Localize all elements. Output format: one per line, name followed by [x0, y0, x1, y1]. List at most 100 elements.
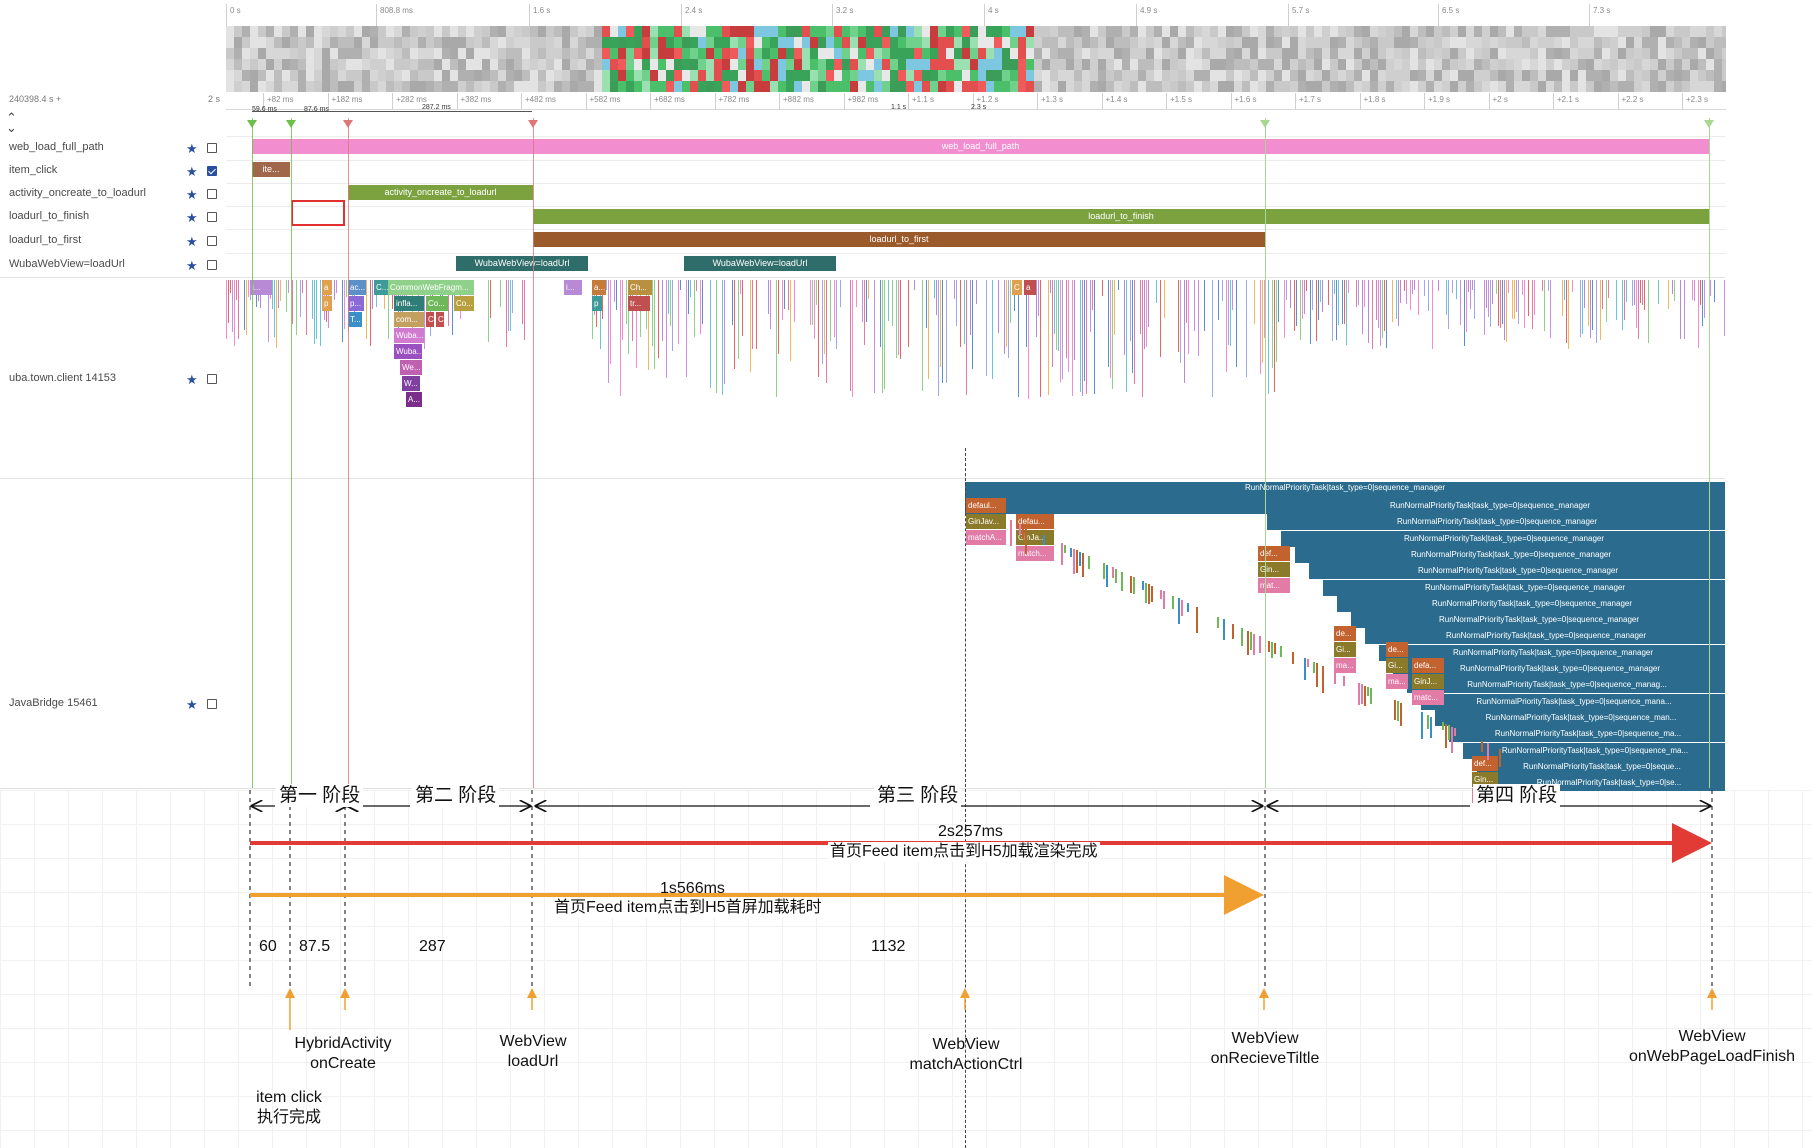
trace-slice[interactable] — [1344, 280, 1345, 324]
trace-slice[interactable] — [1080, 280, 1081, 392]
track-checkbox[interactable] — [207, 166, 217, 176]
trace-slice[interactable] — [1343, 676, 1345, 686]
trace-slice[interactable] — [1228, 280, 1229, 345]
trace-slice[interactable]: com... — [394, 312, 424, 327]
trace-slice[interactable] — [790, 280, 791, 361]
trace-slice[interactable] — [1073, 549, 1075, 574]
trace-slice[interactable] — [1050, 280, 1051, 293]
trace-slice[interactable] — [814, 280, 815, 339]
trace-slice[interactable] — [896, 280, 897, 358]
trace-slice[interactable] — [866, 280, 867, 322]
trace-slice[interactable] — [936, 280, 937, 315]
trace-slice[interactable] — [616, 280, 617, 310]
trace-slice[interactable] — [1700, 280, 1701, 305]
trace-slice[interactable] — [1212, 280, 1213, 397]
trace-slice[interactable] — [312, 280, 313, 319]
trace-slice[interactable] — [1622, 280, 1623, 330]
trace-slice[interactable] — [1130, 280, 1131, 341]
trace-slice[interactable] — [1534, 280, 1535, 315]
trace-slice[interactable] — [388, 280, 389, 339]
javabridge-slice[interactable]: RunNormalPriorityTask|task_type=0|seque.… — [1477, 758, 1725, 775]
trace-slice[interactable] — [856, 280, 857, 307]
trace-slice[interactable] — [914, 280, 915, 290]
trace-slice[interactable] — [1502, 280, 1503, 324]
slice-activity-oncreate-to-loadurl[interactable]: activity_oncreate_to_loadurl — [348, 185, 533, 200]
trace-slice[interactable] — [864, 280, 865, 345]
trace-slice[interactable] — [1146, 280, 1147, 347]
trace-slice[interactable] — [934, 280, 935, 298]
trace-slice[interactable]: W... — [402, 376, 420, 391]
trace-slice[interactable] — [892, 280, 893, 326]
trace-slice[interactable] — [1204, 280, 1205, 331]
trace-slice[interactable] — [608, 280, 609, 383]
trace-slice[interactable] — [1364, 686, 1366, 706]
trace-slice[interactable] — [794, 280, 795, 322]
javabridge-slice[interactable]: de... — [1386, 642, 1408, 657]
trace-slice[interactable] — [272, 280, 273, 309]
javabridge-slice[interactable]: RunNormalPriorityTask|task_type=0|sequen… — [1393, 661, 1725, 677]
trace-slice[interactable] — [296, 280, 297, 335]
javabridge-slice[interactable]: Gi... — [1386, 658, 1408, 673]
trace-slice[interactable] — [778, 280, 779, 354]
trace-slice[interactable] — [620, 280, 621, 396]
trace-slice[interactable] — [652, 280, 653, 346]
trace-slice[interactable] — [1338, 280, 1339, 325]
javabridge-slice[interactable]: defa... — [1412, 658, 1444, 673]
trace-slice[interactable] — [1334, 280, 1335, 294]
trace-slice[interactable] — [1140, 280, 1141, 334]
trace-slice[interactable] — [234, 280, 235, 346]
trace-slice[interactable] — [1588, 280, 1589, 326]
trace-slice[interactable] — [1223, 619, 1225, 640]
trace-slice[interactable] — [1112, 567, 1114, 578]
trace-slice[interactable] — [320, 280, 321, 346]
trace-slice[interactable] — [1106, 565, 1108, 587]
trace-slice[interactable] — [1072, 280, 1073, 396]
trace-slice[interactable] — [614, 280, 615, 302]
trace-slice[interactable] — [810, 280, 811, 325]
trace-slice[interactable] — [1626, 280, 1627, 302]
track-checkbox[interactable] — [207, 260, 217, 270]
trace-slice[interactable] — [314, 280, 315, 344]
trace-slice[interactable] — [972, 280, 973, 369]
trace-slice[interactable] — [1112, 280, 1113, 389]
trace-slice[interactable]: C — [1012, 280, 1022, 295]
trace-slice[interactable] — [898, 280, 899, 355]
trace-slice[interactable] — [1006, 280, 1007, 347]
trace-slice[interactable] — [1054, 280, 1055, 334]
flag-markers-row[interactable] — [226, 118, 1726, 132]
trace-slice[interactable] — [1428, 280, 1429, 311]
trace-slice[interactable] — [1110, 280, 1111, 378]
trace-slice[interactable] — [1336, 280, 1337, 340]
trace-slice[interactable] — [1504, 280, 1505, 340]
trace-slice[interactable]: a — [322, 280, 332, 295]
trace-slice[interactable] — [1019, 524, 1021, 535]
trace-slice[interactable]: p — [592, 296, 602, 311]
trace-slice[interactable] — [522, 280, 523, 324]
javabridge-flame-chart[interactable]: RunNormalPriorityTask|task_type=0|sequen… — [0, 480, 1812, 803]
trace-slice[interactable] — [626, 280, 627, 324]
trace-slice[interactable] — [1499, 749, 1501, 767]
javabridge-slice[interactable]: matchA... — [966, 530, 1006, 545]
trace-slice[interactable] — [852, 280, 853, 397]
trace-slice[interactable] — [1430, 717, 1432, 738]
trace-slice[interactable] — [1066, 280, 1067, 358]
pin-star-icon[interactable]: ★ — [186, 164, 198, 179]
trace-slice[interactable] — [230, 280, 231, 293]
trace-slice[interactable] — [1145, 583, 1147, 603]
javabridge-slice[interactable]: GinJav... — [966, 514, 1006, 529]
trace-slice[interactable] — [1448, 280, 1449, 329]
trace-slice[interactable] — [1466, 280, 1467, 332]
trace-slice[interactable] — [346, 280, 347, 297]
trace-slice[interactable] — [782, 280, 783, 320]
trace-slice[interactable] — [490, 280, 491, 318]
trace-slice[interactable] — [1394, 700, 1396, 720]
trace-slice[interactable] — [1108, 280, 1109, 367]
javabridge-slice[interactable]: mat... — [1258, 578, 1290, 593]
trace-slice[interactable] — [954, 280, 955, 299]
pin-star-icon[interactable]: ★ — [186, 372, 198, 387]
trace-slice[interactable] — [1306, 280, 1307, 291]
javabridge-slice[interactable]: RunNormalPriorityTask|task_type=0|sequen… — [1323, 579, 1725, 596]
trace-slice[interactable] — [1424, 280, 1425, 296]
trace-slice[interactable] — [1260, 280, 1261, 374]
javabridge-slice[interactable]: RunNormalPriorityTask|task_type=0|sequen… — [1309, 563, 1725, 580]
